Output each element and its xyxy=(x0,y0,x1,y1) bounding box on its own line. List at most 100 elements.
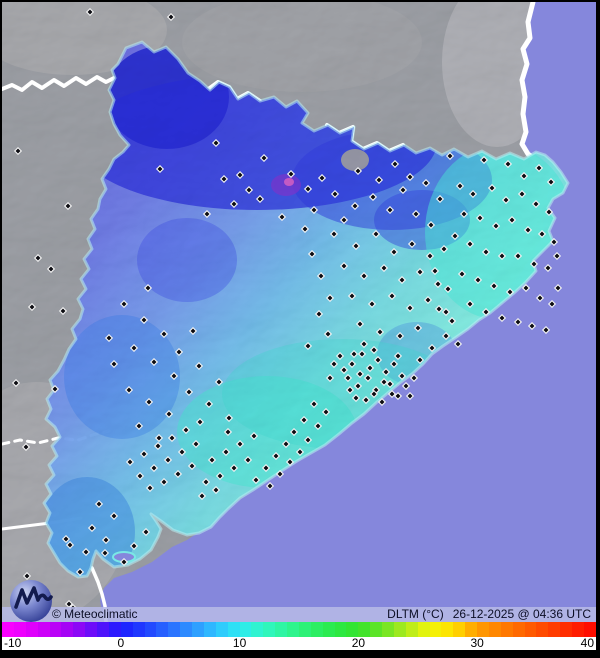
station-marker xyxy=(143,283,153,293)
station-marker xyxy=(447,316,457,326)
colorbar-segment xyxy=(25,622,38,637)
station-marker xyxy=(101,535,111,545)
station-marker xyxy=(407,239,417,249)
colorbar-segment xyxy=(346,622,359,637)
station-marker xyxy=(359,339,369,349)
station-marker xyxy=(174,347,184,357)
station-marker xyxy=(325,293,335,303)
station-marker xyxy=(441,331,451,341)
station-marker xyxy=(139,315,149,325)
station-marker xyxy=(235,170,245,180)
station-marker xyxy=(507,215,517,225)
station-marker xyxy=(194,361,204,371)
station-marker xyxy=(475,213,485,223)
station-marker xyxy=(202,209,212,219)
station-marker xyxy=(159,477,169,487)
map-area[interactable]: © Meteoclimatic DLTM (°C) 26-12-2025 @ 0… xyxy=(2,2,596,622)
station-marker xyxy=(339,365,349,375)
station-marker xyxy=(314,309,324,319)
station-marker xyxy=(411,209,421,219)
station-marker xyxy=(81,547,91,557)
colorbar-segment xyxy=(382,622,394,637)
station-marker xyxy=(371,229,381,239)
colorbar-segment xyxy=(488,622,501,637)
station-marker xyxy=(426,220,436,230)
station-marker xyxy=(441,307,451,317)
colorbar-segment xyxy=(334,622,347,637)
station-marker xyxy=(135,471,145,481)
station-marker xyxy=(335,351,345,361)
colorbar-segment xyxy=(227,622,240,637)
france-border-west xyxy=(2,75,118,92)
station-marker xyxy=(21,442,31,452)
station-marker xyxy=(513,251,523,261)
station-marker xyxy=(187,461,197,471)
colorbar-tick-label: 40 xyxy=(580,636,594,650)
station-marker xyxy=(119,557,129,567)
station-marker xyxy=(491,221,501,231)
station-marker xyxy=(345,385,355,395)
colorbar-segment xyxy=(441,622,454,637)
station-marker xyxy=(421,178,431,188)
station-marker xyxy=(329,359,339,369)
station-marker xyxy=(415,267,425,277)
station-marker xyxy=(299,415,309,425)
copyright-text: © Meteoclimatic xyxy=(52,607,138,621)
station-marker xyxy=(13,146,23,156)
station-marker xyxy=(450,231,460,241)
colorbar-segment xyxy=(144,622,157,637)
station-marker xyxy=(351,241,361,251)
station-marker xyxy=(58,306,68,316)
station-marker xyxy=(489,281,499,291)
station-marker xyxy=(109,359,119,369)
station-marker xyxy=(325,373,335,383)
station-marker xyxy=(289,427,299,437)
colorbar-segment xyxy=(156,622,169,637)
station-marker xyxy=(389,247,399,257)
infobar: © Meteoclimatic DLTM (°C) 26-12-2025 @ 0… xyxy=(2,607,596,622)
station-marker xyxy=(244,185,254,195)
station-marker xyxy=(309,205,319,215)
station-marker xyxy=(211,485,221,495)
station-marker xyxy=(249,431,259,441)
colorbar-segment xyxy=(49,622,62,637)
station-marker xyxy=(65,540,75,550)
station-marker xyxy=(544,207,554,217)
station-marker xyxy=(119,299,129,309)
station-marker xyxy=(61,534,71,544)
station-marker xyxy=(409,373,419,383)
station-marker xyxy=(145,483,155,493)
station-marker xyxy=(124,385,134,395)
station-marker xyxy=(435,194,445,204)
station-marker xyxy=(379,377,389,387)
station-marker xyxy=(155,164,165,174)
station-marker xyxy=(535,293,545,303)
station-marker xyxy=(149,357,159,367)
station-marker xyxy=(316,271,326,281)
station-marker xyxy=(134,421,144,431)
colorbar-segment xyxy=(168,622,181,637)
station-marker xyxy=(255,194,265,204)
station-marker xyxy=(465,239,475,249)
station-marker xyxy=(468,189,478,199)
station-marker xyxy=(549,237,559,247)
station-marker xyxy=(141,527,151,537)
station-marker xyxy=(465,299,475,309)
station-marker xyxy=(204,399,214,409)
station-marker xyxy=(286,169,296,179)
station-marker xyxy=(529,259,539,269)
colorbar-segment xyxy=(429,622,442,637)
station-marker xyxy=(365,363,375,373)
station-marker xyxy=(523,225,533,235)
station-marker xyxy=(425,251,435,261)
colorbar-segment xyxy=(310,622,323,637)
station-marker xyxy=(375,327,385,337)
station-marker xyxy=(355,369,365,379)
station-marker xyxy=(109,511,119,521)
station-marker xyxy=(188,326,198,336)
station-marker xyxy=(197,491,207,501)
colorbar-segment xyxy=(180,622,192,637)
station-marker xyxy=(531,199,541,209)
station-marker xyxy=(350,201,360,211)
